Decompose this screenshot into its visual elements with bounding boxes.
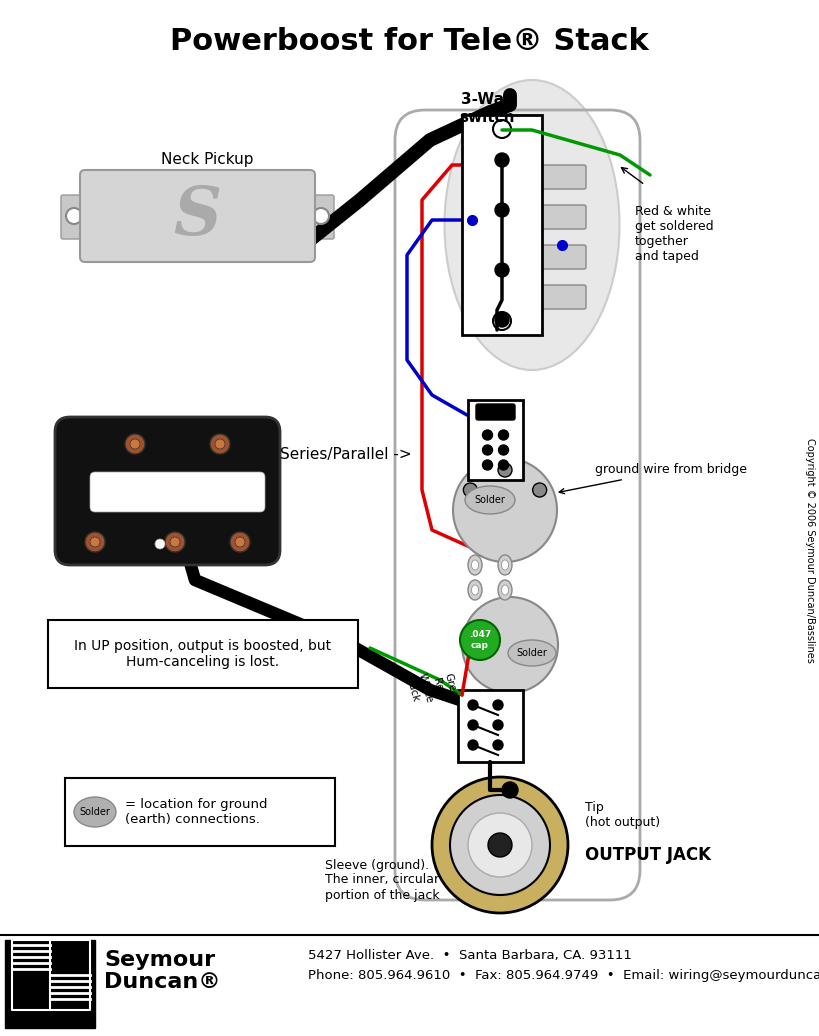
- Circle shape: [495, 263, 509, 277]
- Bar: [462, 115, 542, 335]
- Circle shape: [493, 700, 503, 710]
- Circle shape: [468, 700, 478, 710]
- Ellipse shape: [501, 560, 509, 570]
- Text: S: S: [174, 183, 222, 249]
- Text: Solder: Solder: [474, 495, 505, 505]
- Circle shape: [462, 597, 558, 693]
- Circle shape: [495, 153, 509, 167]
- Circle shape: [155, 539, 165, 549]
- Text: Tip
(hot output): Tip (hot output): [585, 801, 660, 829]
- FancyBboxPatch shape: [61, 195, 87, 239]
- Text: Red: Red: [431, 678, 446, 698]
- FancyBboxPatch shape: [308, 195, 334, 239]
- Bar: [65, 778, 335, 846]
- Ellipse shape: [445, 80, 619, 370]
- Text: In UP position, output is boosted, but
Hum-canceling is lost.: In UP position, output is boosted, but H…: [75, 639, 332, 669]
- FancyBboxPatch shape: [542, 205, 586, 229]
- Circle shape: [235, 537, 245, 547]
- Circle shape: [453, 458, 557, 562]
- Circle shape: [170, 537, 180, 547]
- Ellipse shape: [498, 555, 512, 575]
- Text: Phone: 805.964.9610  •  Fax: 805.964.9749  •  Email: wiring@seymourduncan.com: Phone: 805.964.9610 • Fax: 805.964.9749 …: [308, 969, 819, 981]
- Text: White: White: [416, 672, 434, 704]
- Text: Powerboost for Tele® Stack: Powerboost for Tele® Stack: [170, 28, 649, 57]
- Ellipse shape: [508, 640, 556, 666]
- Text: OUTPUT JACK: OUTPUT JACK: [585, 846, 711, 864]
- Circle shape: [493, 740, 503, 750]
- Text: Red & white
get soldered
together
and taped: Red & white get soldered together and ta…: [635, 205, 713, 263]
- FancyBboxPatch shape: [542, 165, 586, 189]
- Circle shape: [495, 203, 509, 217]
- Circle shape: [495, 313, 509, 327]
- Circle shape: [493, 120, 511, 138]
- Circle shape: [499, 460, 509, 470]
- Bar: [468, 400, 523, 480]
- Bar: [48, 620, 358, 688]
- FancyBboxPatch shape: [80, 170, 315, 262]
- Text: Copyright © 2006 Seymour Duncan/Basslines: Copyright © 2006 Seymour Duncan/Bassline…: [805, 437, 815, 662]
- Circle shape: [130, 439, 140, 449]
- Circle shape: [432, 777, 568, 913]
- Circle shape: [482, 445, 492, 455]
- FancyBboxPatch shape: [476, 404, 515, 420]
- Text: .047
cap: .047 cap: [468, 630, 491, 650]
- Text: ground wire from bridge: ground wire from bridge: [559, 463, 747, 493]
- Circle shape: [468, 720, 478, 730]
- Circle shape: [165, 533, 185, 552]
- Text: Black: Black: [404, 673, 420, 703]
- Circle shape: [210, 434, 230, 454]
- Circle shape: [125, 434, 145, 454]
- Text: Neck Pickup: Neck Pickup: [161, 152, 254, 167]
- FancyBboxPatch shape: [542, 244, 586, 269]
- Bar: [458, 690, 523, 762]
- Text: 5427 Hollister Ave.  •  Santa Barbara, CA. 93111: 5427 Hollister Ave. • Santa Barbara, CA.…: [308, 949, 632, 961]
- Text: Seymour: Seymour: [104, 950, 215, 970]
- Bar: [5, 940, 95, 1028]
- Circle shape: [85, 533, 105, 552]
- Circle shape: [482, 430, 492, 440]
- Circle shape: [215, 439, 225, 449]
- Circle shape: [499, 445, 509, 455]
- Text: Solder: Solder: [517, 648, 547, 658]
- Ellipse shape: [74, 797, 116, 827]
- Circle shape: [499, 430, 509, 440]
- Text: Green: Green: [442, 671, 460, 704]
- Text: = location for ground
(earth) connections.: = location for ground (earth) connection…: [125, 798, 268, 826]
- Circle shape: [90, 537, 100, 547]
- Text: Sleeve (ground).
The inner, circular
portion of the jack: Sleeve (ground). The inner, circular por…: [325, 859, 440, 901]
- Ellipse shape: [468, 555, 482, 575]
- Circle shape: [460, 620, 500, 660]
- FancyBboxPatch shape: [542, 285, 586, 309]
- Circle shape: [468, 740, 478, 750]
- Text: Duncan®: Duncan®: [104, 972, 220, 992]
- Text: 3-Way: 3-Way: [460, 92, 514, 107]
- Circle shape: [468, 813, 532, 877]
- Circle shape: [532, 483, 546, 497]
- Circle shape: [493, 312, 511, 330]
- Text: Solder: Solder: [79, 807, 111, 817]
- Circle shape: [498, 463, 512, 477]
- Circle shape: [313, 208, 329, 224]
- FancyBboxPatch shape: [55, 418, 280, 565]
- Ellipse shape: [472, 585, 478, 595]
- Ellipse shape: [465, 486, 515, 514]
- FancyBboxPatch shape: [90, 472, 265, 512]
- Circle shape: [450, 795, 550, 895]
- Circle shape: [488, 833, 512, 857]
- Circle shape: [482, 460, 492, 470]
- Ellipse shape: [468, 580, 482, 600]
- Circle shape: [502, 782, 518, 798]
- Ellipse shape: [472, 560, 478, 570]
- Circle shape: [66, 208, 82, 224]
- Ellipse shape: [501, 585, 509, 595]
- Ellipse shape: [498, 580, 512, 600]
- Circle shape: [493, 720, 503, 730]
- Text: switch: switch: [459, 110, 515, 125]
- Text: Series/Parallel ->: Series/Parallel ->: [280, 448, 412, 462]
- Circle shape: [230, 533, 250, 552]
- Circle shape: [464, 483, 477, 497]
